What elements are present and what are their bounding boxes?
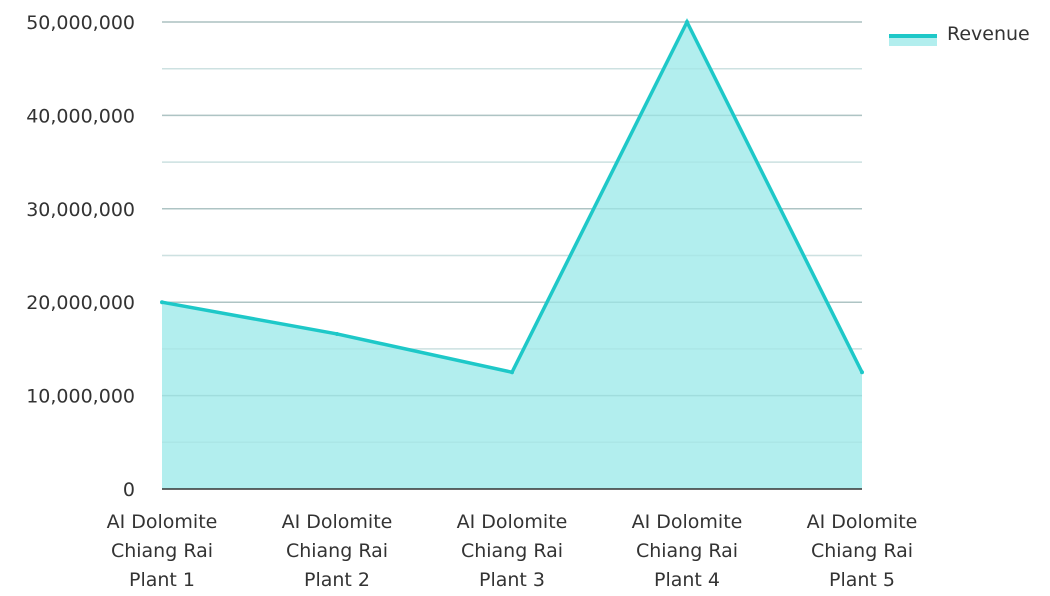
- x-tick-label-line: AI Dolomite: [807, 511, 918, 533]
- y-tick-label: 30,000,000: [26, 199, 135, 221]
- plot-area: [160, 18, 864, 489]
- y-tick-label: 10,000,000: [26, 386, 135, 408]
- data-point: [160, 300, 164, 305]
- x-tick-label-line: AI Dolomite: [107, 511, 218, 533]
- data-point: [335, 331, 339, 336]
- legend-label-revenue: Revenue: [947, 23, 1030, 45]
- legend-swatch-fill: [889, 37, 937, 46]
- x-tick-label: AI Dolomite Chiang Rai Plant 5: [807, 511, 918, 591]
- legend: Revenue: [889, 23, 1030, 46]
- x-tick-label-line: Plant 1: [129, 569, 195, 591]
- x-tick-label-line: AI Dolomite: [457, 511, 568, 533]
- data-point: [685, 20, 689, 24]
- x-tick-label-line: Plant 5: [829, 569, 895, 591]
- x-tick-label-line: Chiang Rai: [286, 540, 388, 562]
- x-tick-label-line: Plant 2: [304, 569, 370, 591]
- x-tick-label: AI Dolomite Chiang Rai Plant 1: [107, 511, 218, 591]
- x-tick-label: AI Dolomite Chiang Rai Plant 2: [282, 511, 393, 591]
- series-area-fill: [162, 22, 862, 489]
- axes: 0 10,000,000 20,000,000 30,000,000 40,000,00…: [26, 12, 917, 591]
- x-tick-label: AI Dolomite Chiang Rai Plant 3: [457, 511, 568, 591]
- x-tick-label-line: AI Dolomite: [632, 511, 743, 533]
- x-tick-label-line: Plant 3: [479, 569, 545, 591]
- x-tick-label-line: AI Dolomite: [282, 511, 393, 533]
- x-tick-label-line: Chiang Rai: [811, 540, 913, 562]
- y-tick-label: 40,000,000: [26, 105, 135, 127]
- x-tick-label-line: Chiang Rai: [111, 540, 213, 562]
- data-point: [510, 370, 514, 375]
- y-tick-label: 50,000,000: [26, 12, 135, 34]
- x-tick-label: AI Dolomite Chiang Rai Plant 4: [632, 511, 743, 591]
- y-tick-label: 20,000,000: [26, 292, 135, 314]
- x-tick-label-line: Chiang Rai: [461, 540, 563, 562]
- x-tick-label-line: Chiang Rai: [636, 540, 738, 562]
- data-point: [860, 370, 864, 375]
- y-tick-label: 0: [123, 479, 135, 501]
- x-tick-label-line: Plant 4: [654, 569, 720, 591]
